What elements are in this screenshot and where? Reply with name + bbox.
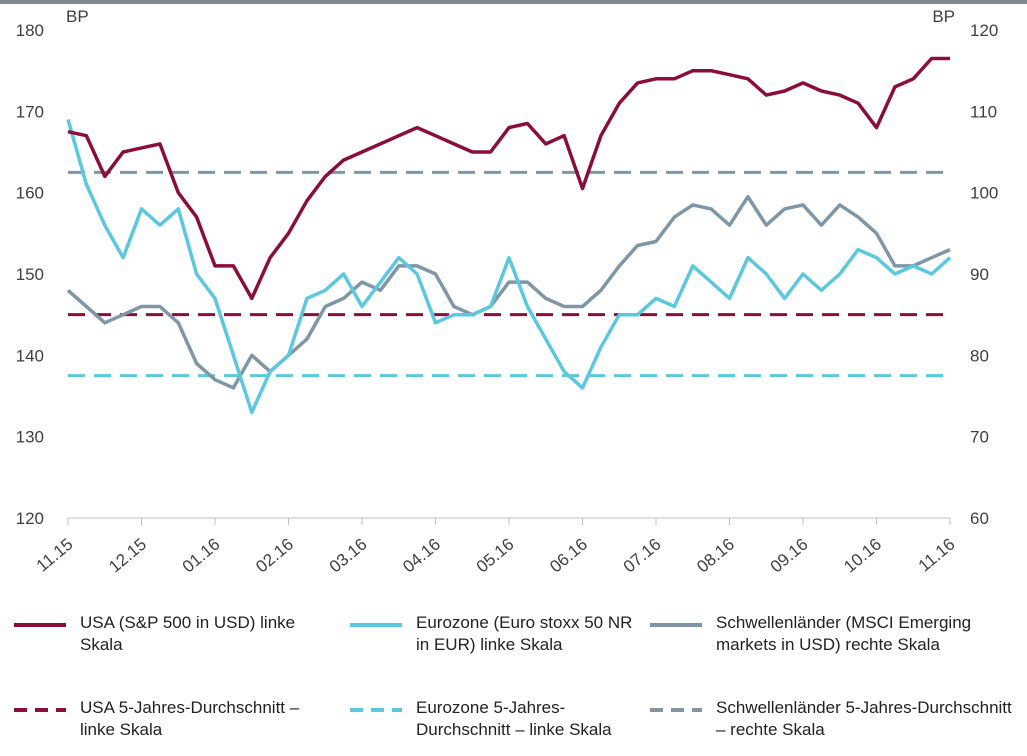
legend-swatch [14,708,66,712]
x-tick-label: 06.16 [546,535,591,577]
legend-label: USA (S&P 500 in USD) linke Skala [80,613,296,654]
series-line [66,194,951,390]
legend-item: Schwellenländer (MSCI Emerging markets i… [650,612,990,656]
legend-item: Eurozone 5-Jahres-Durchschnitt – linke S… [350,697,650,741]
y-tick-label: 160 [16,184,44,203]
x-tick-label: 11.15 [33,535,77,576]
legend-swatch [650,623,702,627]
y2-tick-label: 120 [970,21,998,40]
legend-label: Schwellenländer (MSCI Emerging markets i… [716,613,972,654]
y2-tick-label: 70 [970,428,989,447]
x-tick-label: 12.15 [105,535,150,577]
y-tick-label: 140 [16,346,44,365]
legend-item: Schwellenländer 5-Jahres-Durchschnitt – … [650,697,1020,741]
y-tick-label: 150 [16,265,44,284]
y-tick-label: 130 [16,428,44,447]
y-unit-right: BP [932,7,955,26]
y-tick-label: 120 [16,509,44,528]
y-tick-label: 180 [16,21,44,40]
legend-swatch [650,708,702,712]
series-line [66,119,952,415]
legend-item: USA 5-Jahres-Durchschnitt – linke Skala [14,697,304,741]
legend-swatch [350,623,402,627]
x-tick-label: 07.16 [620,535,665,577]
legend-item: Eurozone (Euro stoxx 50 NR in EUR) linke… [350,612,640,656]
x-tick-label: 05.16 [473,535,518,577]
x-tick-label: 09.16 [767,535,812,577]
x-tick-label: 01.16 [179,535,224,577]
x-tick-label: 02.16 [252,535,297,577]
y-unit-left: BP [66,7,89,26]
x-tick-label: 03.16 [326,535,371,577]
legend-swatch [14,623,66,627]
x-tick-label: 11.16 [915,535,959,576]
chart: BP BP 120 130 140 150 160 170 180 60 70 80 90 100 11… [0,0,1027,577]
series-line [67,56,950,301]
y-tick-label: 170 [16,102,44,121]
y2-tick-label: 100 [970,184,998,203]
y2-tick-label: 110 [970,102,997,121]
legend-swatch [350,708,402,712]
y2-tick-label: 80 [970,346,989,365]
top-border [0,0,1027,4]
legend-label: Schwellenländer 5-Jahres-Durchschnitt – … [716,698,1012,739]
legend-label: Eurozone 5-Jahres-Durchschnitt – linke S… [416,698,612,739]
legend-item: USA (S&P 500 in USD) linke Skala [14,612,304,656]
y2-tick-label: 90 [970,265,989,284]
y2-tick-label: 60 [970,509,989,528]
legend-label: USA 5-Jahres-Durchschnitt – linke Skala [80,698,300,739]
x-tick-label: 04.16 [399,535,444,577]
x-tick-label: 08.16 [693,535,738,577]
x-tick-label: 10.16 [840,535,885,577]
legend-label: Eurozone (Euro stoxx 50 NR in EUR) linke… [416,613,633,654]
